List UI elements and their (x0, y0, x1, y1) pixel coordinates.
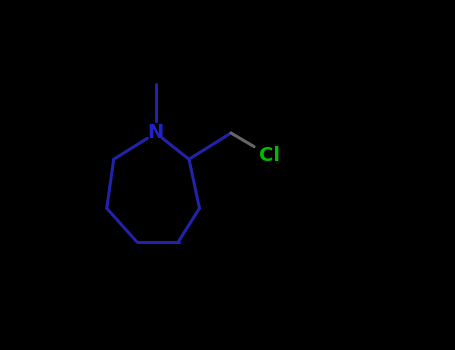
Text: N: N (147, 124, 164, 142)
Text: Cl: Cl (259, 146, 280, 165)
